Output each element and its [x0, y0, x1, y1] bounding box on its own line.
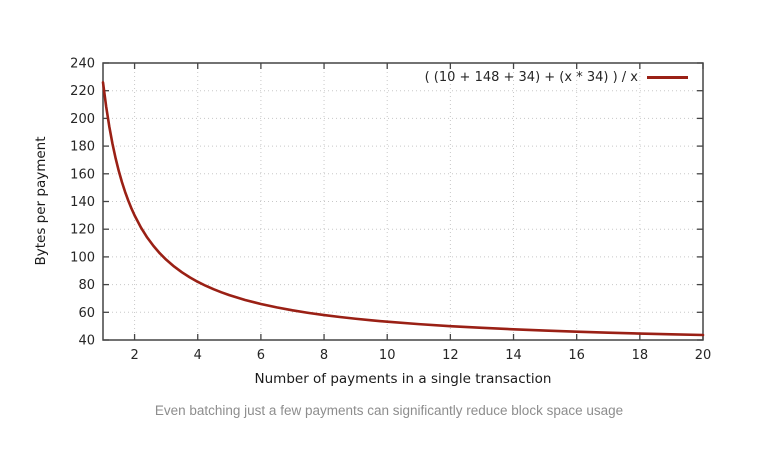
y-tick-label: 60: [78, 306, 95, 321]
y-axis-title: Bytes per payment: [33, 136, 49, 266]
x-tick-label: 4: [194, 348, 202, 363]
y-tick-label: 220: [70, 84, 95, 99]
x-tick-label: 18: [632, 348, 649, 363]
y-tick-label: 200: [70, 112, 95, 127]
y-tick-label: 40: [78, 334, 95, 349]
legend: ( (10 + 148 + 34) + (x * 34) ) / x: [425, 69, 688, 85]
x-tick-label: 16: [568, 348, 585, 363]
data-curve: [101, 81, 705, 337]
x-tick-label: 10: [379, 348, 396, 363]
y-tick-label: 80: [78, 278, 95, 293]
x-tick-label: 12: [442, 348, 459, 363]
x-axis-title: Number of payments in a single transacti…: [254, 371, 552, 387]
legend-label: ( (10 + 148 + 34) + (x * 34) ) / x: [424, 69, 638, 85]
x-tick-label: 14: [505, 348, 522, 363]
x-tick-label: 6: [257, 348, 265, 363]
y-tick-label: 180: [70, 140, 95, 155]
y-tick-label: 160: [70, 167, 95, 182]
y-tick-label: 100: [70, 250, 95, 265]
x-tick-label: 8: [320, 348, 328, 363]
y-tick-label: 240: [70, 57, 95, 72]
figure-caption: Even batching just a few payments can si…: [154, 403, 624, 418]
x-tick-label: 2: [130, 348, 138, 363]
x-tick-label: 20: [695, 348, 712, 363]
y-tick-label: 120: [70, 223, 95, 238]
legend-line-sample: [647, 75, 688, 79]
y-tick-label: 140: [70, 195, 95, 210]
